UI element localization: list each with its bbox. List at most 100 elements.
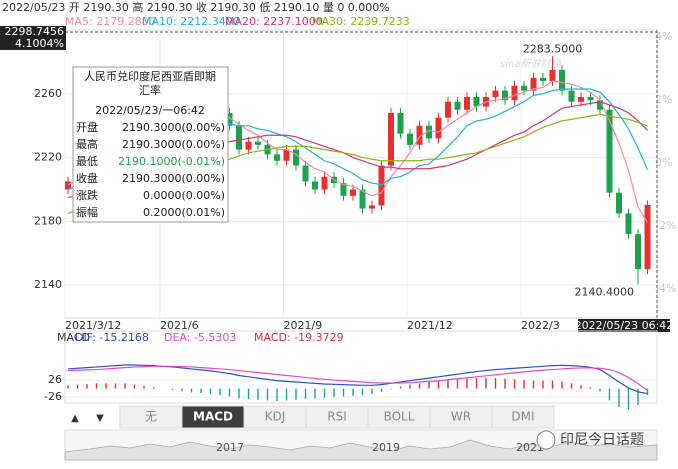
candle-body [302,165,309,182]
legend-entry: DIF: -15.2168 [75,331,149,344]
candle-body [587,96,594,101]
nav-button[interactable]: ▼ [96,413,104,424]
candle-body [426,125,432,139]
tab-label[interactable]: 无 [145,410,157,424]
tooltip-title: 人民币兑印度尼西亚盾即期 [84,69,216,83]
candle-body [226,112,233,126]
tooltip-label: 涨跌 [76,188,98,202]
crosshair-y2-label: 4.1004% [15,37,64,50]
candle-body [473,96,480,107]
candle-body [606,109,613,193]
crosshair-y-label: 2298.7456 [5,25,65,38]
navigator-area [64,439,658,461]
legend-entry: MA10: 2212.3400 [142,15,240,28]
tooltip-value: 2190.3000(0.00%) [122,121,225,134]
navigator-label: 2019 [372,441,400,454]
x-tick-label: 2022/3 [521,319,560,332]
candle-body [388,112,394,166]
candle-body [65,181,71,190]
candle-body [255,141,261,145]
legend-entry: MACD: -19.3729 [254,331,344,344]
y2-tick-label: -4% [655,282,676,295]
crosshair-y2-box [0,38,66,51]
candle-body [407,133,413,145]
tooltip-label: 最高 [76,137,98,151]
tooltip-box [72,66,229,223]
y-tick-label: 2180 [34,214,62,227]
crosshair-y-box [0,26,66,39]
candle-body [378,165,385,206]
x-tick-label: 2021/6 [160,319,199,332]
tab-label[interactable]: RSI [327,410,347,424]
tab-label[interactable]: KDJ [265,410,286,424]
candle-body [340,183,347,196]
candle-body [397,112,404,134]
y2-tick-label: 4% [655,30,672,43]
badge: 印尼今日话题 [560,432,644,448]
macd-frame [64,330,658,404]
candle-body [245,141,252,150]
candle-body [511,85,518,101]
y-tick-label: 2260 [34,87,62,100]
candle-body [578,96,584,102]
candle-body [464,96,470,110]
crosshair-x-box [578,319,670,332]
tooltip-label: 振幅 [76,205,98,219]
candle-body [283,149,290,161]
candle-body [540,77,546,82]
tooltip-value: 2190.3000(0.00%) [122,172,225,185]
y2-tick-label: 2% [655,93,672,106]
tooltip-value: 0.0000(0.00%) [143,189,225,202]
tab-label[interactable]: BOLL [384,410,415,424]
candle-body [549,69,556,82]
nav-button[interactable]: ▲ [71,413,79,424]
y-tick-label: 26 [48,373,62,386]
candle-body [312,181,318,190]
candle-body [616,192,622,214]
x-tick-label: 2021/12 [407,319,453,332]
legend-entry: MA20: 2237.1000 [225,15,323,28]
tooltip-label: 开盘 [76,120,98,134]
tab-label[interactable]: MACD [193,410,233,424]
x-tick-label: 2021/9 [284,319,323,332]
candle-body [274,154,280,161]
candle-body [369,205,375,209]
candle-body [597,100,603,110]
badge-icon [536,430,556,450]
tooltip-value: 2190.3000(0.00%) [122,138,225,151]
candle-body [359,189,366,209]
quote-header: 2022/05/23 开 2190.30 高 2190.30 收 2190.30… [2,0,390,14]
min-annotation: 2140.4000 [575,286,635,299]
navigator-label: 2021 [516,441,544,454]
candle-body [416,125,423,145]
tooltip-value: 2190.1000(-0.01%) [118,155,225,168]
y2-tick-label: -2% [655,219,676,232]
tab-label[interactable]: DMI [511,410,534,424]
candle-body [530,77,537,91]
legend-entry: MA30: 2239.7233 [312,15,410,28]
macd-title: MACD [57,331,90,344]
candle-body [502,90,508,101]
crosshair-x-label: 2022/05/23 06:42 [575,319,674,332]
candle-body [321,176,328,190]
y2-tick-label: 0% [655,156,672,169]
tab-label[interactable]: WR [451,410,471,424]
legend-entry: MA5: 2179.2800 [65,15,156,28]
tooltip-title: 汇率 [139,83,161,97]
candle-body [445,101,451,118]
tooltip-label: 收盘 [76,171,98,185]
candle-body [521,85,527,91]
candle-body [568,90,575,102]
candle-body [559,69,565,91]
navigator-label: 2017 [216,441,244,454]
tooltip-date: 2022/05/23/一06:42 [95,104,205,117]
macd-line [67,365,648,391]
candle-body [236,125,242,150]
candle-body [293,149,299,166]
legend-entry: DEA: -5.5303 [164,331,236,344]
candle-body [454,101,461,110]
candle-body [435,117,442,139]
tab[interactable] [491,405,555,429]
